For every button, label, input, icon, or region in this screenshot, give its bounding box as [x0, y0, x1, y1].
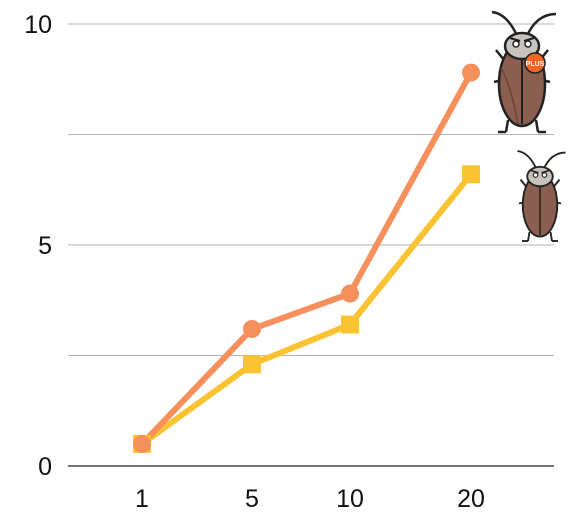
y-tick-label: 0	[38, 453, 52, 481]
data-point-circle	[133, 434, 151, 453]
cockroach-icon	[517, 150, 566, 242]
y-tick-label: 10	[24, 11, 52, 39]
x-tick-label: 10	[336, 485, 364, 513]
series-line-0	[139, 69, 474, 447]
x-tick-label: 5	[245, 485, 259, 513]
x-axis-ticks: 1 5 10 20	[135, 485, 485, 513]
data-point-circle	[341, 284, 359, 303]
y-axis-ticks: 0 5 10	[24, 11, 52, 481]
series-layer	[133, 63, 480, 453]
series-line-1	[139, 171, 474, 447]
data-point-square	[243, 355, 261, 374]
data-point-circle	[243, 319, 261, 338]
gridlines	[68, 23, 554, 356]
y-tick-label: 5	[38, 232, 52, 260]
cockroach-plus-icon: PLUS	[491, 10, 557, 134]
data-point-square	[341, 315, 359, 334]
data-point-circle	[462, 63, 480, 82]
legend: PLUS	[491, 10, 566, 242]
plus-badge-text: PLUS	[526, 61, 545, 68]
data-point-square	[462, 165, 480, 184]
x-tick-label: 1	[135, 485, 149, 513]
x-tick-label: 20	[457, 485, 485, 513]
